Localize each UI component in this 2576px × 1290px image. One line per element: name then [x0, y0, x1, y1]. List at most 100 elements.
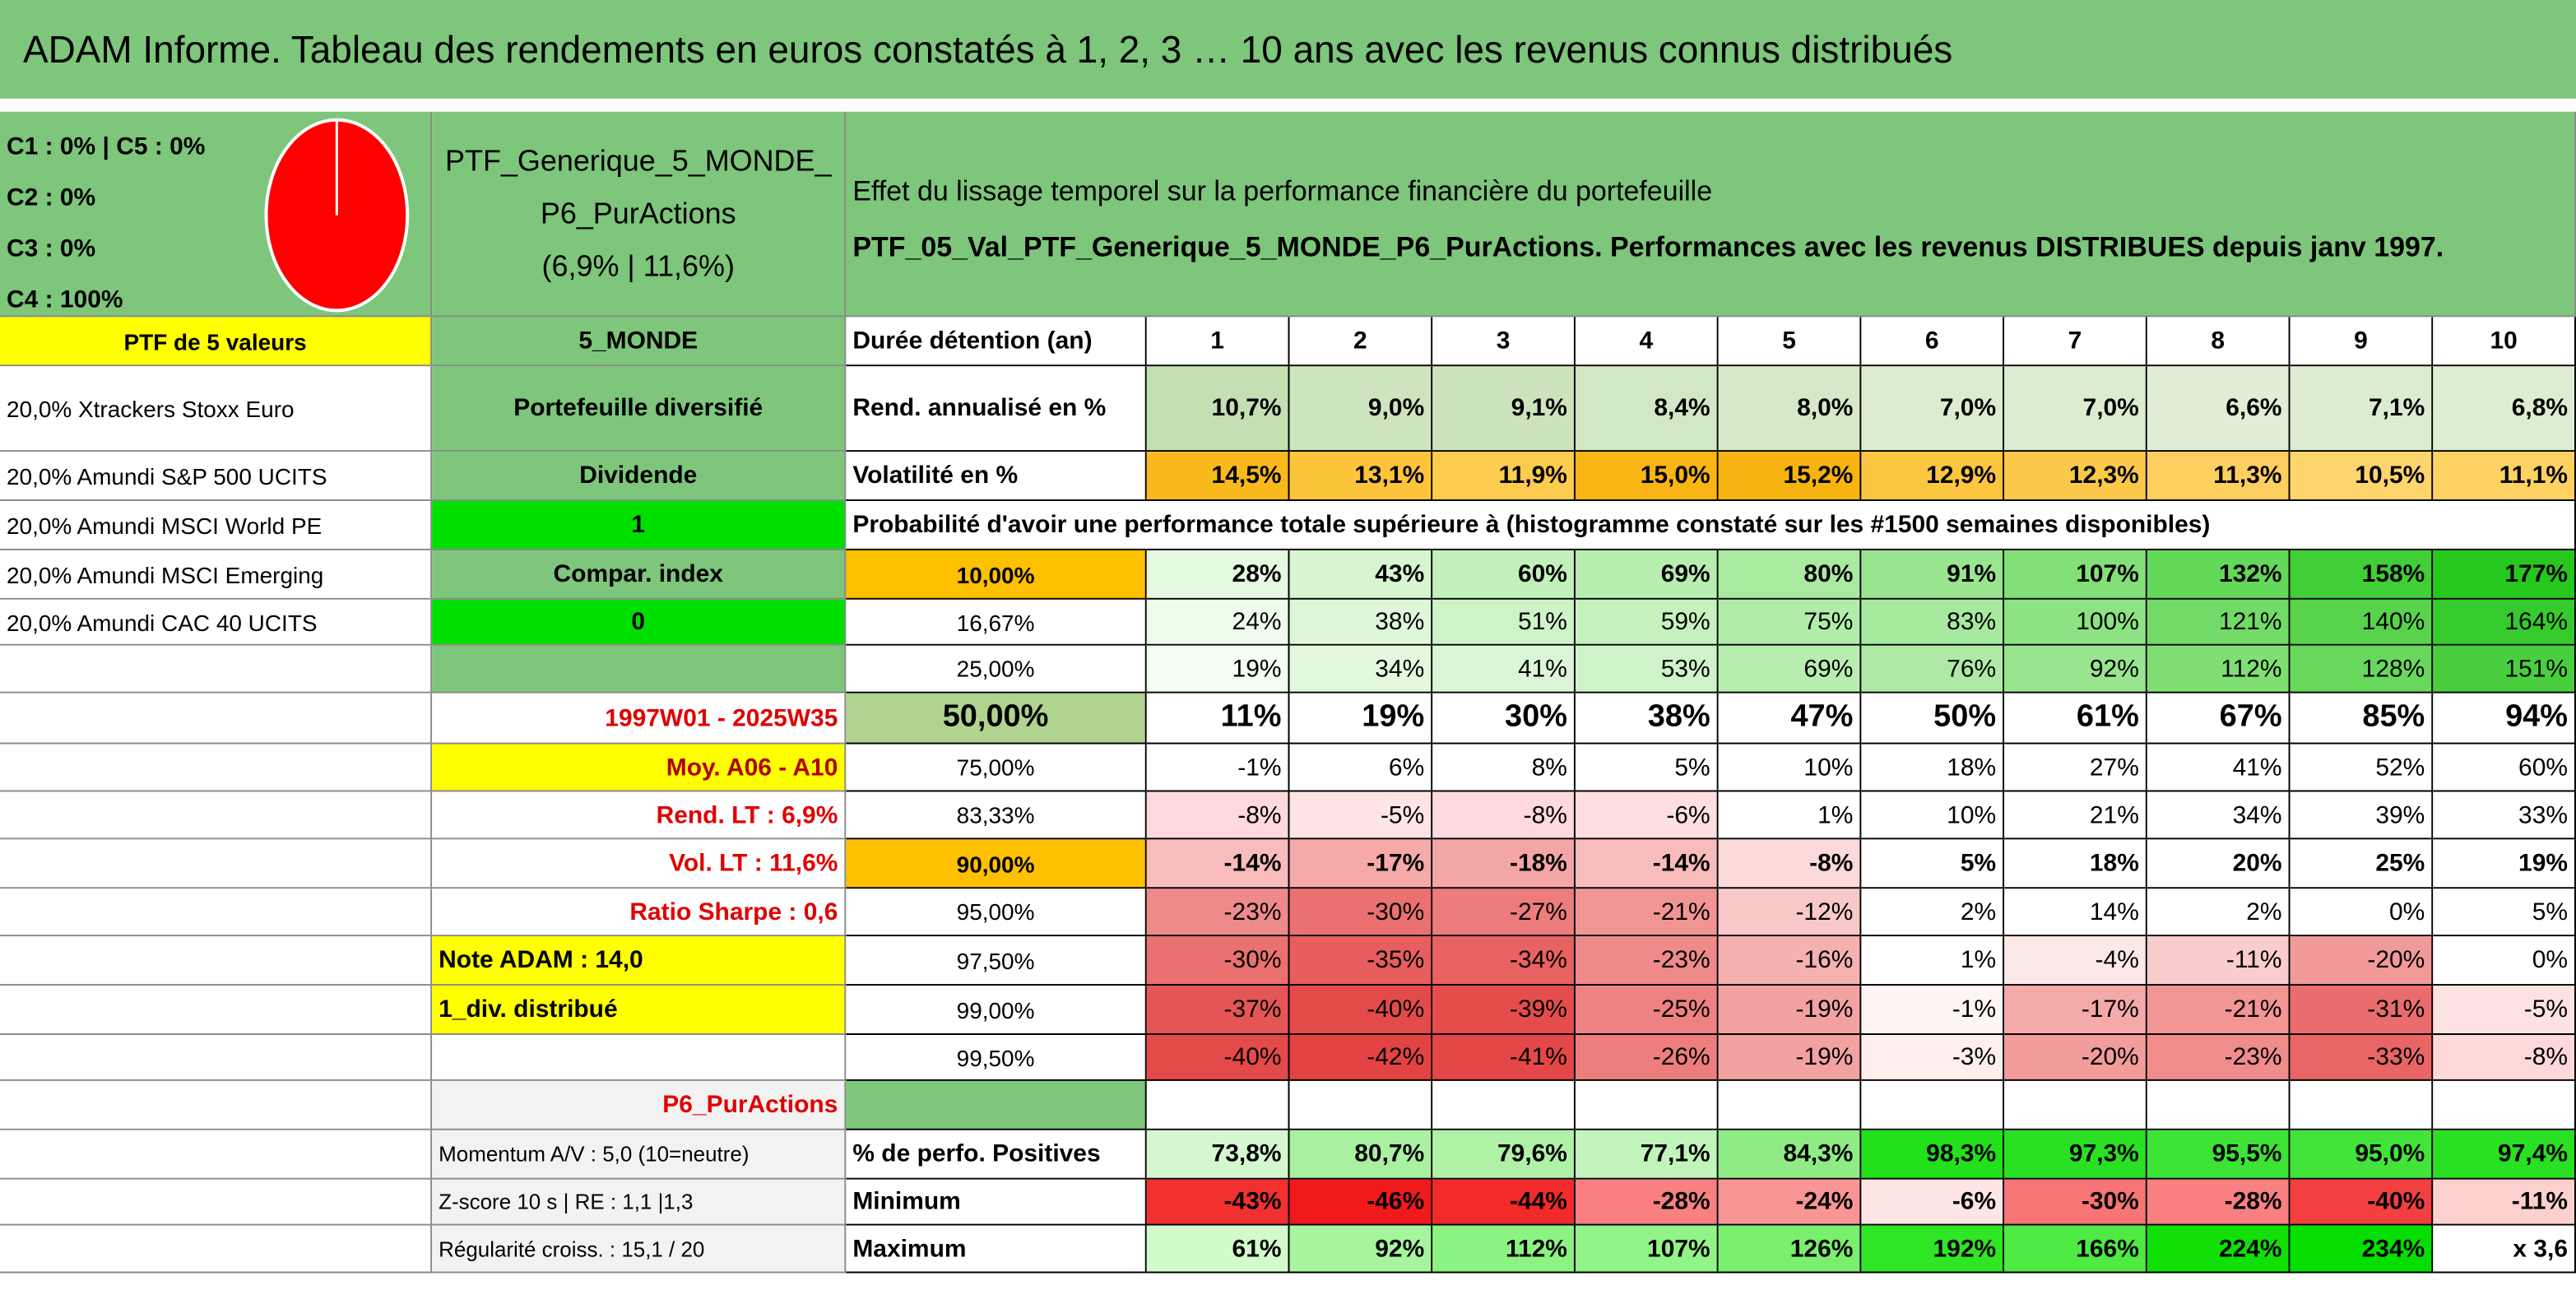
value-cell: 177%: [2433, 550, 2576, 600]
value-cell: -23%: [1575, 936, 1719, 986]
value-cell: 2: [1289, 317, 1433, 367]
info-cell: Ratio Sharpe : 0,6: [432, 889, 847, 937]
portfolio-stats: (6,9% | 11,6%): [541, 249, 735, 283]
holding-cell: [0, 1080, 433, 1130]
holding-cell: 20,0% Xtrackers Stoxx Euro: [0, 366, 433, 452]
value-cell: 39%: [2290, 791, 2434, 840]
value-cell: -19%: [1718, 1034, 1862, 1081]
label-cell: 90,00%: [846, 839, 1147, 889]
value-cell: -6%: [1861, 1179, 2005, 1226]
value-cell: [1575, 1080, 1719, 1130]
value-cell: 98,3%: [1861, 1130, 2005, 1180]
value-cell: 34%: [1289, 645, 1433, 694]
value-cell: -28%: [1575, 1179, 1719, 1226]
value-cell: 158%: [2290, 550, 2434, 600]
value-cell: 15,0%: [1575, 452, 1719, 502]
value-cell: -44%: [1432, 1179, 1576, 1226]
value-cell: 121%: [2147, 599, 2291, 646]
value-cell: 151%: [2433, 645, 2576, 694]
value-cell: -19%: [1718, 986, 1862, 1035]
value-cell: -3%: [1861, 1034, 2005, 1081]
value-cell: [1575, 501, 1719, 550]
title: ADAM Informe. Tableau des rendements en …: [0, 0, 2576, 99]
value-cell: 27%: [2004, 744, 2147, 792]
value-cell: 10%: [1718, 744, 1862, 792]
holding-cell: [0, 1179, 433, 1226]
value-cell: 51%: [1432, 599, 1576, 646]
value-cell: 50%: [1861, 693, 2005, 745]
value-cell: [1718, 501, 1862, 550]
value-cell: -26%: [1575, 1034, 1719, 1081]
value-cell: 9,0%: [1289, 366, 1433, 452]
value-cell: 95,5%: [2147, 1130, 2291, 1180]
info-cell: Note ADAM : 14,0: [432, 936, 847, 986]
value-cell: -39%: [1432, 986, 1576, 1035]
value-cell: -28%: [2147, 1179, 2291, 1226]
value-cell: [1289, 501, 1433, 550]
value-cell: 8,0%: [1718, 366, 1862, 452]
allocation-line: C3 : 0%: [6, 234, 96, 263]
value-cell: 107%: [2004, 550, 2147, 600]
value-cell: 8,4%: [1575, 366, 1719, 452]
value-cell: [1432, 501, 1576, 550]
value-cell: [1861, 1080, 2005, 1130]
value-cell: 47%: [1718, 693, 1862, 745]
value-cell: [2433, 501, 2576, 550]
value-cell: 6,8%: [2433, 366, 2576, 452]
info-cell: Régularité croiss. : 15,1 / 20: [432, 1225, 847, 1274]
value-cell: 95,0%: [2290, 1130, 2434, 1180]
value-cell: [2290, 501, 2434, 550]
info-cell: Moy. A06 - A10: [432, 744, 847, 792]
value-cell: 11,1%: [2433, 452, 2576, 502]
value-cell: 30%: [1432, 693, 1576, 745]
value-cell: -20%: [2004, 1034, 2147, 1081]
value-cell: 5%: [1861, 839, 2005, 889]
value-cell: -17%: [2004, 986, 2147, 1035]
value-cell: -30%: [2004, 1179, 2147, 1226]
value-cell: 43%: [1289, 550, 1433, 600]
value-cell: 192%: [1861, 1225, 2005, 1274]
value-cell: 11,3%: [2147, 452, 2291, 502]
holding-cell: [0, 1225, 433, 1274]
allocation-line: C4 : 100%: [6, 285, 123, 314]
value-cell: -30%: [1146, 936, 1290, 986]
value-cell: -8%: [1432, 791, 1576, 840]
value-cell: 34%: [2147, 791, 2291, 840]
holding-cell: [0, 744, 433, 792]
label-cell: 99,00%: [846, 986, 1147, 1035]
value-cell: 59%: [1575, 599, 1719, 646]
description-cell: Effet du lissage temporel sur la perform…: [846, 111, 2576, 318]
value-cell: 12,3%: [2004, 452, 2147, 502]
value-cell: [2004, 1080, 2147, 1130]
value-cell: 67%: [2147, 693, 2291, 745]
value-cell: 76%: [1861, 645, 2005, 694]
value-cell: -23%: [2147, 1034, 2291, 1081]
value-cell: 61%: [2004, 693, 2147, 745]
value-cell: 164%: [2433, 599, 2576, 646]
value-cell: -5%: [1289, 791, 1433, 840]
value-cell: -40%: [1146, 1034, 1290, 1081]
value-cell: -5%: [2433, 986, 2576, 1035]
value-cell: 15,2%: [1718, 452, 1862, 502]
value-cell: 8: [2147, 317, 2291, 367]
label-cell: 50,00%: [846, 693, 1147, 745]
holding-cell: [0, 936, 433, 986]
value-cell: [1289, 1080, 1433, 1130]
portfolio-name: PTF_Generique_5_MONDE_P6_PurActions: [445, 144, 832, 230]
value-cell: 18%: [1861, 744, 2005, 792]
value-cell: 9: [2290, 317, 2434, 367]
value-cell: 41%: [1432, 645, 1576, 694]
value-cell: -34%: [1432, 936, 1576, 986]
value-cell: 28%: [1146, 550, 1290, 600]
label-cell: Probabilité d'avoir une performance tota…: [846, 501, 2210, 550]
value-cell: 5: [1718, 317, 1862, 367]
info-cell: Dividende: [432, 452, 847, 502]
value-cell: 38%: [1289, 599, 1433, 646]
value-cell: 1%: [1718, 791, 1862, 840]
value-cell: 6%: [1289, 744, 1433, 792]
value-cell: -31%: [2290, 986, 2434, 1035]
value-cell: 79,6%: [1432, 1130, 1576, 1180]
value-cell: 94%: [2433, 693, 2576, 745]
value-cell: 4: [1575, 317, 1719, 367]
value-cell: 6: [1861, 317, 2005, 367]
